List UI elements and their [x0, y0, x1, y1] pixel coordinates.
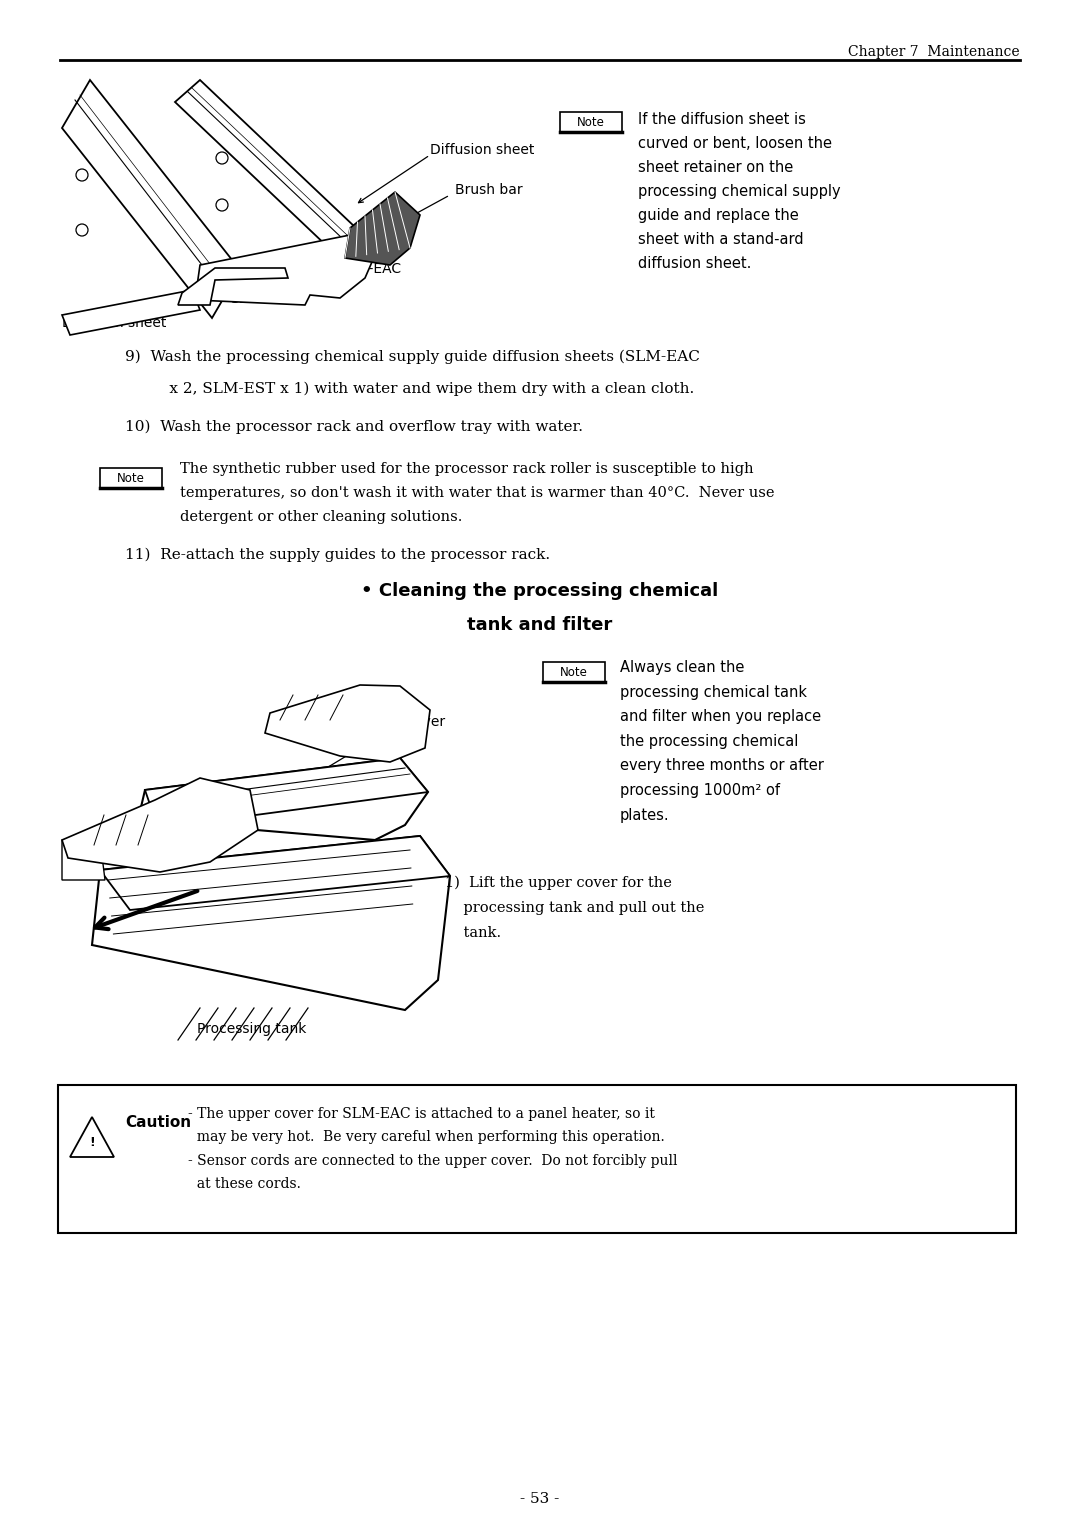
Text: tank and filter: tank and filter	[468, 616, 612, 634]
Polygon shape	[62, 290, 200, 335]
Text: SLM-EST: SLM-EST	[230, 292, 289, 306]
Text: Upper cover: Upper cover	[312, 715, 445, 776]
Polygon shape	[70, 1117, 114, 1157]
Bar	[58, 1085, 1016, 1233]
Circle shape	[216, 199, 228, 211]
Text: If the diffusion sheet is
curved or bent, loosen the
sheet retainer on the
proce: If the diffusion sheet is curved or bent…	[638, 112, 840, 270]
Text: Processing tank: Processing tank	[198, 1022, 307, 1036]
Text: Diffusion sheet: Diffusion sheet	[62, 316, 166, 330]
Text: Note: Note	[117, 472, 145, 484]
Text: Brush bar: Brush bar	[455, 183, 523, 197]
Circle shape	[76, 225, 87, 235]
Polygon shape	[175, 79, 375, 267]
Text: Caution: Caution	[125, 1115, 191, 1131]
Text: x 2, SLM-EST x 1) with water and wipe them dry with a clean cloth.: x 2, SLM-EST x 1) with water and wipe th…	[145, 382, 694, 396]
Bar	[561, 112, 622, 131]
Text: - The upper cover for SLM-EAC is attached to a panel heater, so it
  may be very: - The upper cover for SLM-EAC is attache…	[188, 1106, 677, 1190]
Text: The synthetic rubber used for the processor rack roller is susceptible to high
t: The synthetic rubber used for the proces…	[180, 461, 774, 524]
Text: Always clean the
processing chemical tank
and filter when you replace
the proces: Always clean the processing chemical tan…	[620, 660, 824, 822]
Polygon shape	[92, 836, 450, 1010]
Circle shape	[216, 151, 228, 163]
Polygon shape	[195, 235, 375, 306]
Text: • Cleaning the processing chemical: • Cleaning the processing chemical	[362, 582, 718, 601]
Polygon shape	[138, 758, 428, 840]
Polygon shape	[62, 79, 240, 318]
Text: 10)  Wash the processor rack and overflow tray with water.: 10) Wash the processor rack and overflow…	[125, 420, 583, 434]
Text: SLM-EAC: SLM-EAC	[340, 261, 401, 277]
Bar	[543, 662, 605, 681]
Polygon shape	[100, 836, 450, 911]
Text: Note: Note	[577, 116, 605, 128]
Polygon shape	[265, 685, 430, 762]
Polygon shape	[62, 840, 105, 880]
Polygon shape	[62, 778, 258, 872]
Text: - 53 -: - 53 -	[521, 1491, 559, 1507]
Bar	[100, 468, 162, 487]
Text: !: !	[90, 1135, 95, 1149]
Polygon shape	[145, 758, 428, 828]
Text: 11)  Re-attach the supply guides to the processor rack.: 11) Re-attach the supply guides to the p…	[125, 549, 550, 562]
Text: Chapter 7  Maintenance: Chapter 7 Maintenance	[849, 44, 1020, 60]
Text: 1)  Lift the upper cover for the
    processing tank and pull out the
    tank.: 1) Lift the upper cover for the processi…	[445, 876, 704, 940]
Text: Note: Note	[561, 666, 588, 678]
Circle shape	[76, 170, 87, 180]
Text: 9)  Wash the processing chemical supply guide diffusion sheets (SLM-EAC: 9) Wash the processing chemical supply g…	[125, 350, 700, 364]
Polygon shape	[178, 267, 288, 306]
Polygon shape	[345, 193, 420, 264]
Text: Diffusion sheet: Diffusion sheet	[430, 144, 535, 157]
